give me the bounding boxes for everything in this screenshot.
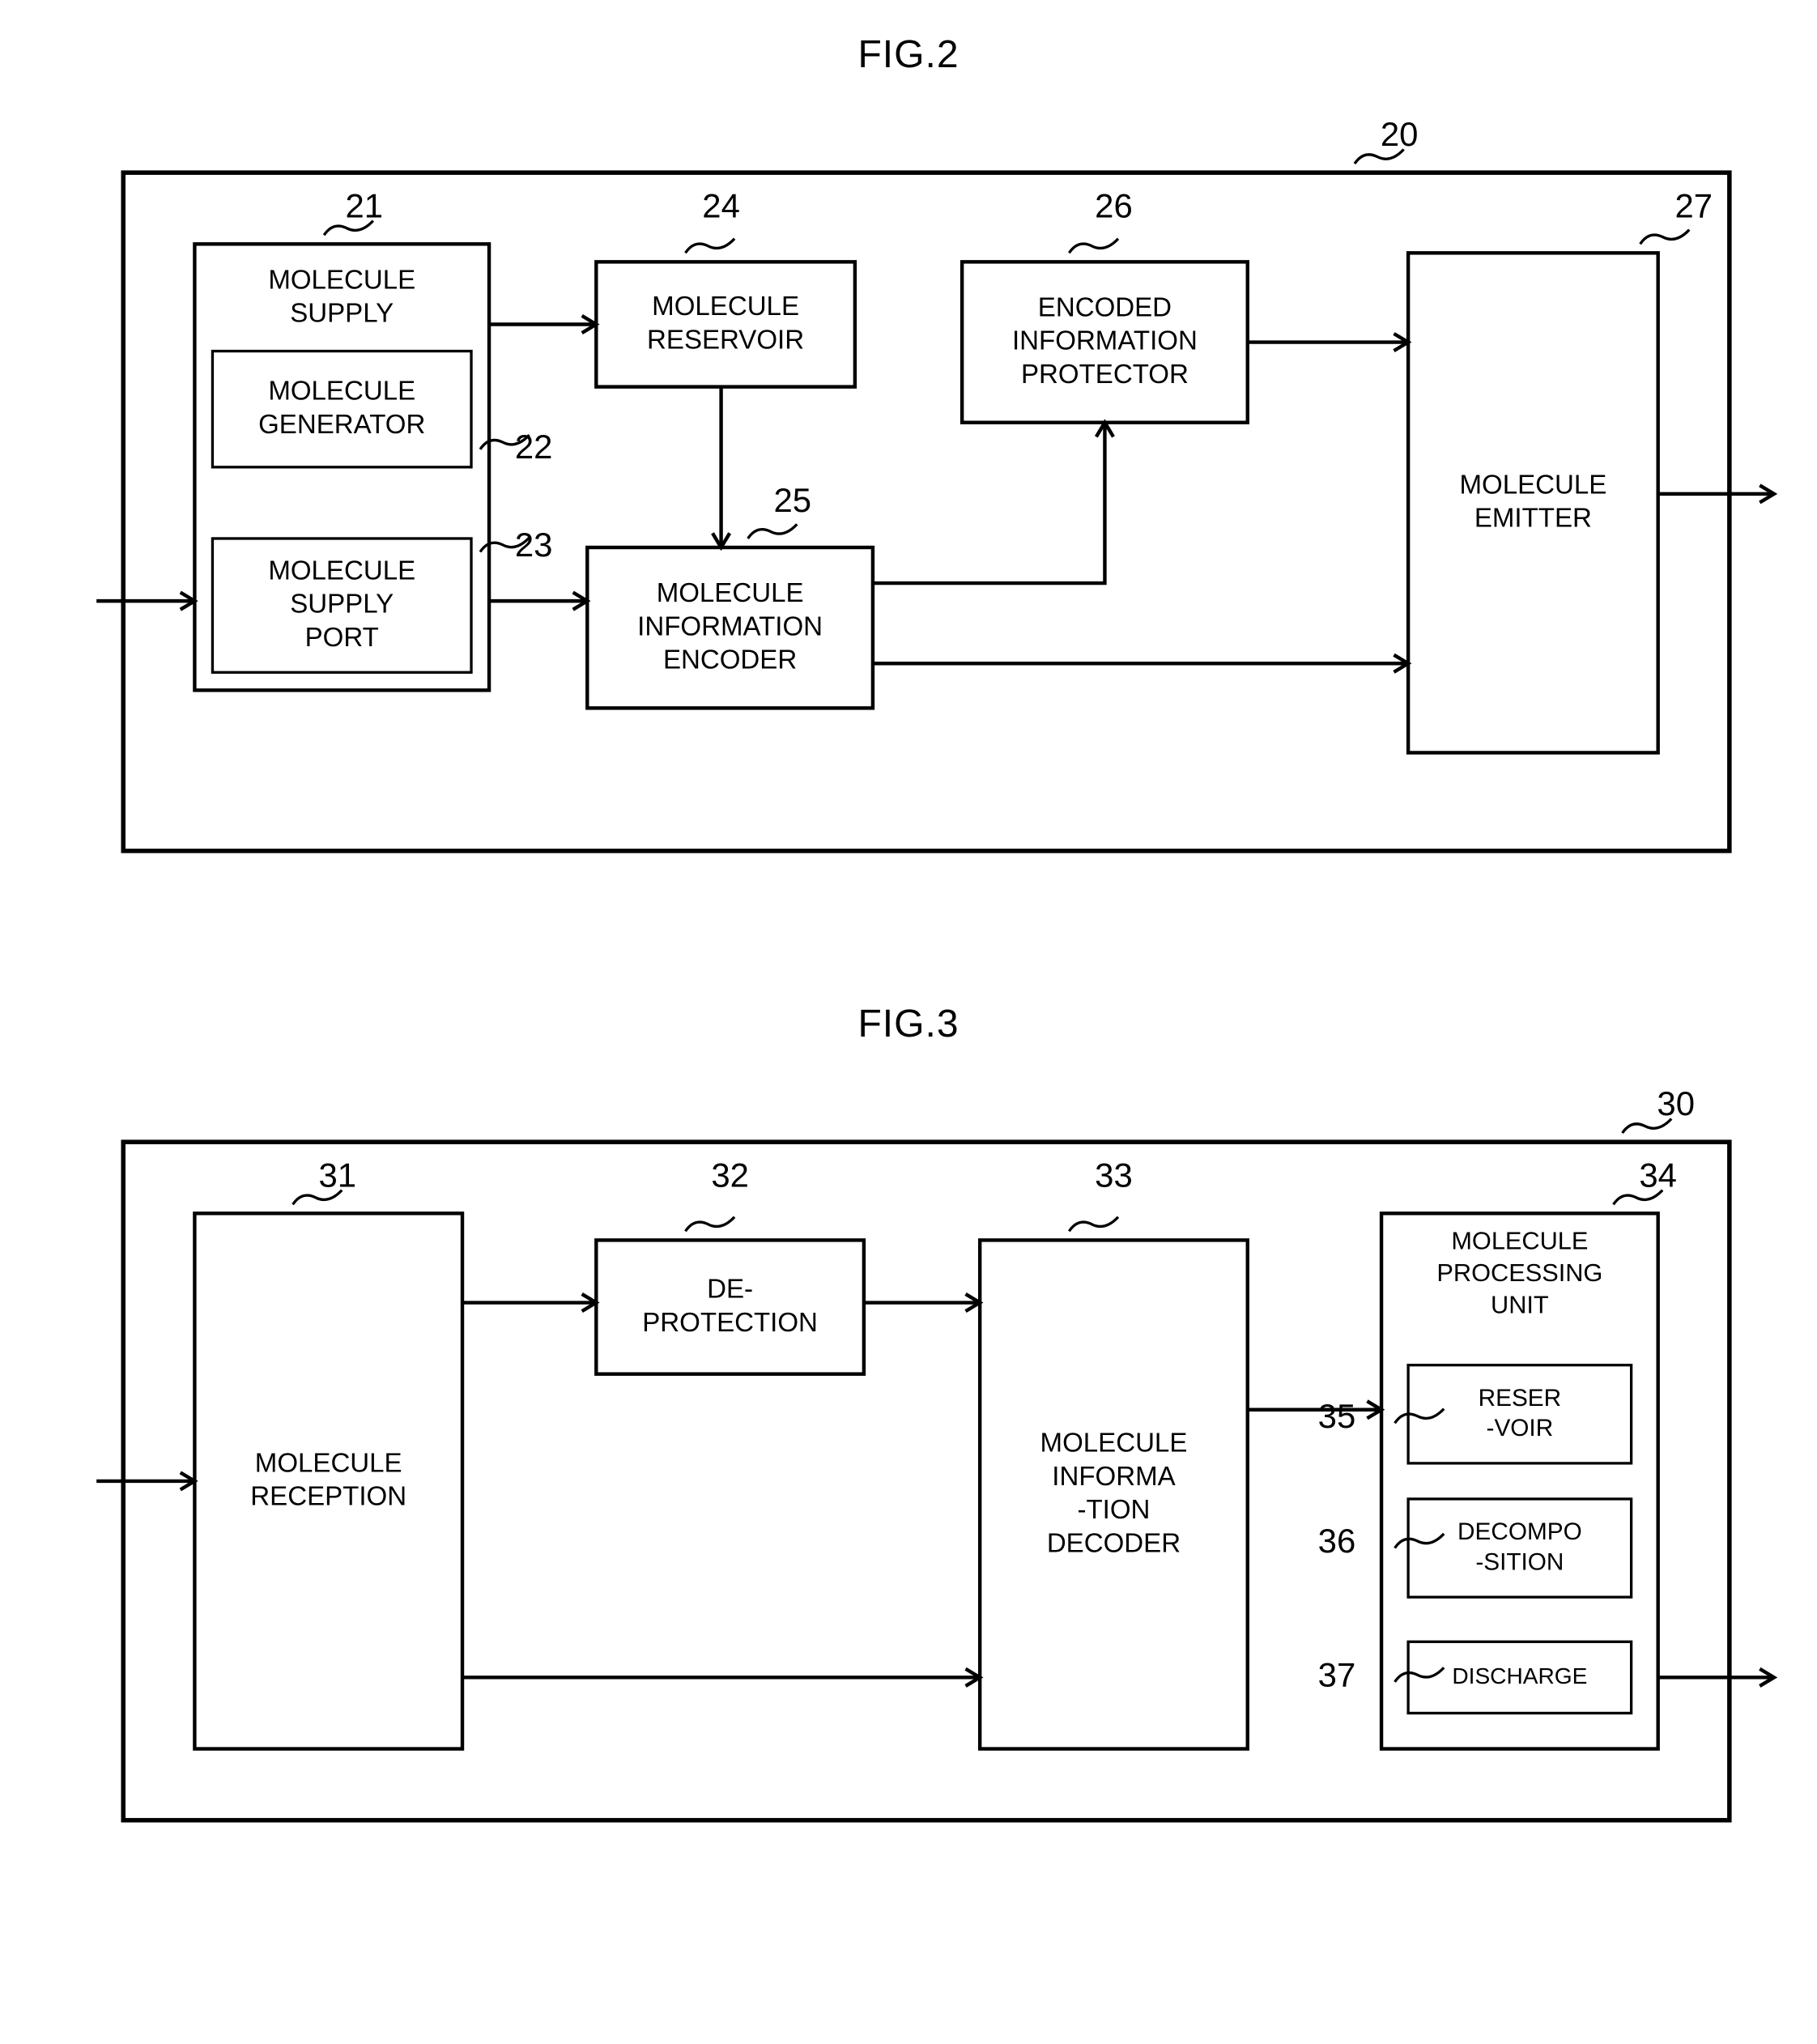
svg-text:MOLECULE: MOLECULE <box>268 377 415 407</box>
figure-3: FIG.3 30MOLECULERECEPTION31DE-PROTECTION… <box>16 1002 1801 1874</box>
svg-text:-SITION: -SITION <box>1475 1548 1564 1575</box>
fig3-svg: 30MOLECULERECEPTION31DE-PROTECTION32MOLE… <box>16 1071 1801 1874</box>
fig3-title: FIG.3 <box>16 1002 1801 1046</box>
svg-text:RESERVOIR: RESERVOIR <box>647 325 804 355</box>
svg-text:RECEPTION: RECEPTION <box>250 1481 406 1511</box>
svg-text:SUPPLY: SUPPLY <box>290 299 394 329</box>
svg-text:MOLECULE: MOLECULE <box>657 578 804 608</box>
svg-text:21: 21 <box>346 186 384 224</box>
svg-text:37: 37 <box>1318 1655 1356 1693</box>
svg-text:35: 35 <box>1318 1397 1356 1435</box>
svg-text:UNIT: UNIT <box>1491 1291 1549 1319</box>
svg-text:INFORMATION: INFORMATION <box>1012 326 1198 356</box>
svg-text:34: 34 <box>1639 1156 1677 1194</box>
svg-text:ENCODER: ENCODER <box>663 645 797 675</box>
svg-text:SUPPLY: SUPPLY <box>290 590 394 620</box>
svg-text:24: 24 <box>702 186 740 224</box>
svg-text:MOLECULE: MOLECULE <box>268 556 415 586</box>
svg-text:MOLECULE: MOLECULE <box>268 265 415 295</box>
svg-text:36: 36 <box>1318 1522 1356 1560</box>
svg-text:32: 32 <box>711 1156 749 1194</box>
svg-text:INFORMATION: INFORMATION <box>637 611 823 641</box>
svg-text:27: 27 <box>1674 186 1713 224</box>
fig3-ref-30: 30 <box>1657 1084 1695 1122</box>
svg-text:-TION: -TION <box>1077 1495 1150 1525</box>
svg-text:MOLECULE: MOLECULE <box>255 1448 402 1478</box>
svg-text:DISCHARGE: DISCHARGE <box>1452 1663 1587 1688</box>
svg-text:-VOIR: -VOIR <box>1487 1415 1554 1441</box>
svg-text:33: 33 <box>1095 1156 1133 1194</box>
svg-text:RESER: RESER <box>1479 1385 1562 1412</box>
svg-text:PROCESSING: PROCESSING <box>1436 1258 1602 1287</box>
fig2-title: FIG.2 <box>16 32 1801 77</box>
svg-text:PORT: PORT <box>305 623 379 653</box>
svg-text:31: 31 <box>318 1156 356 1194</box>
svg-text:MOLECULE: MOLECULE <box>1459 470 1606 500</box>
svg-text:INFORMA: INFORMA <box>1052 1462 1175 1492</box>
fig2-ref-20: 20 <box>1381 115 1419 153</box>
figure-2: FIG.2 20MOLECULESUPPLY21MOLECULEGENERATO… <box>16 32 1801 905</box>
svg-text:22: 22 <box>515 428 553 466</box>
svg-text:GENERATOR: GENERATOR <box>258 410 425 440</box>
svg-text:DE-: DE- <box>707 1274 753 1304</box>
svg-text:26: 26 <box>1095 186 1133 224</box>
svg-text:DECOMPO: DECOMPO <box>1457 1518 1582 1545</box>
svg-text:ENCODED: ENCODED <box>1038 292 1172 322</box>
svg-text:DECODER: DECODER <box>1047 1528 1181 1558</box>
fig2-svg: 20MOLECULESUPPLY21MOLECULEGENERATOR22MOL… <box>16 101 1801 905</box>
svg-text:MOLECULE: MOLECULE <box>1040 1428 1188 1458</box>
svg-text:25: 25 <box>773 481 811 519</box>
svg-text:MOLECULE: MOLECULE <box>652 292 799 322</box>
svg-text:PROTECTION: PROTECTION <box>642 1308 818 1338</box>
svg-text:PROTECTOR: PROTECTOR <box>1021 360 1189 390</box>
svg-text:23: 23 <box>515 526 553 564</box>
svg-text:MOLECULE: MOLECULE <box>1451 1226 1588 1254</box>
svg-text:EMITTER: EMITTER <box>1474 504 1592 534</box>
